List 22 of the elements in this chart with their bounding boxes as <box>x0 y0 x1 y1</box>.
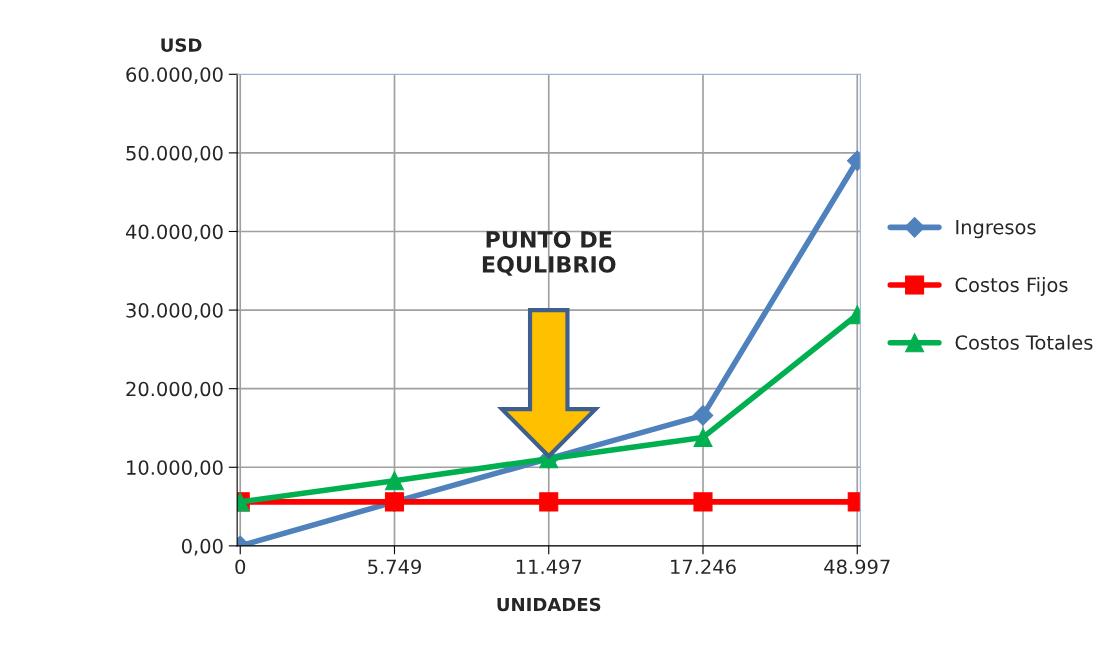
y-tick-label: 0,00 <box>181 538 223 556</box>
x-tick-label: 5.749 <box>368 559 421 575</box>
point <box>539 492 559 512</box>
y-tick-label: 50.000,00 <box>126 145 223 163</box>
y-tick-label: 20.000,00 <box>126 381 223 399</box>
legend-label: Costos Totales <box>955 334 1093 350</box>
point <box>384 471 405 491</box>
y-tick-label: 40.000,00 <box>125 224 223 242</box>
point <box>693 492 713 512</box>
x-tick-label: 48.997 <box>824 559 890 575</box>
legend-label: Costos Fijos <box>955 277 1068 296</box>
x-tick-label: 11.497 <box>516 559 582 575</box>
legend-label: Ingresos <box>956 219 1036 239</box>
y-axis-title: USD <box>161 38 202 52</box>
y-tick-label: 10.000,00 <box>127 460 223 477</box>
point <box>693 427 713 447</box>
annotation: PUNTO DE EQULIBRIO <box>482 231 616 276</box>
x-tick-label: 17.246 <box>671 559 736 575</box>
x-tick-label: 0 <box>235 559 246 575</box>
y-tick-label: 30.000,00 <box>126 303 223 320</box>
x-axis-title: UNIDADES <box>497 597 601 612</box>
y-tick-label: 60.000,00 <box>126 67 223 84</box>
